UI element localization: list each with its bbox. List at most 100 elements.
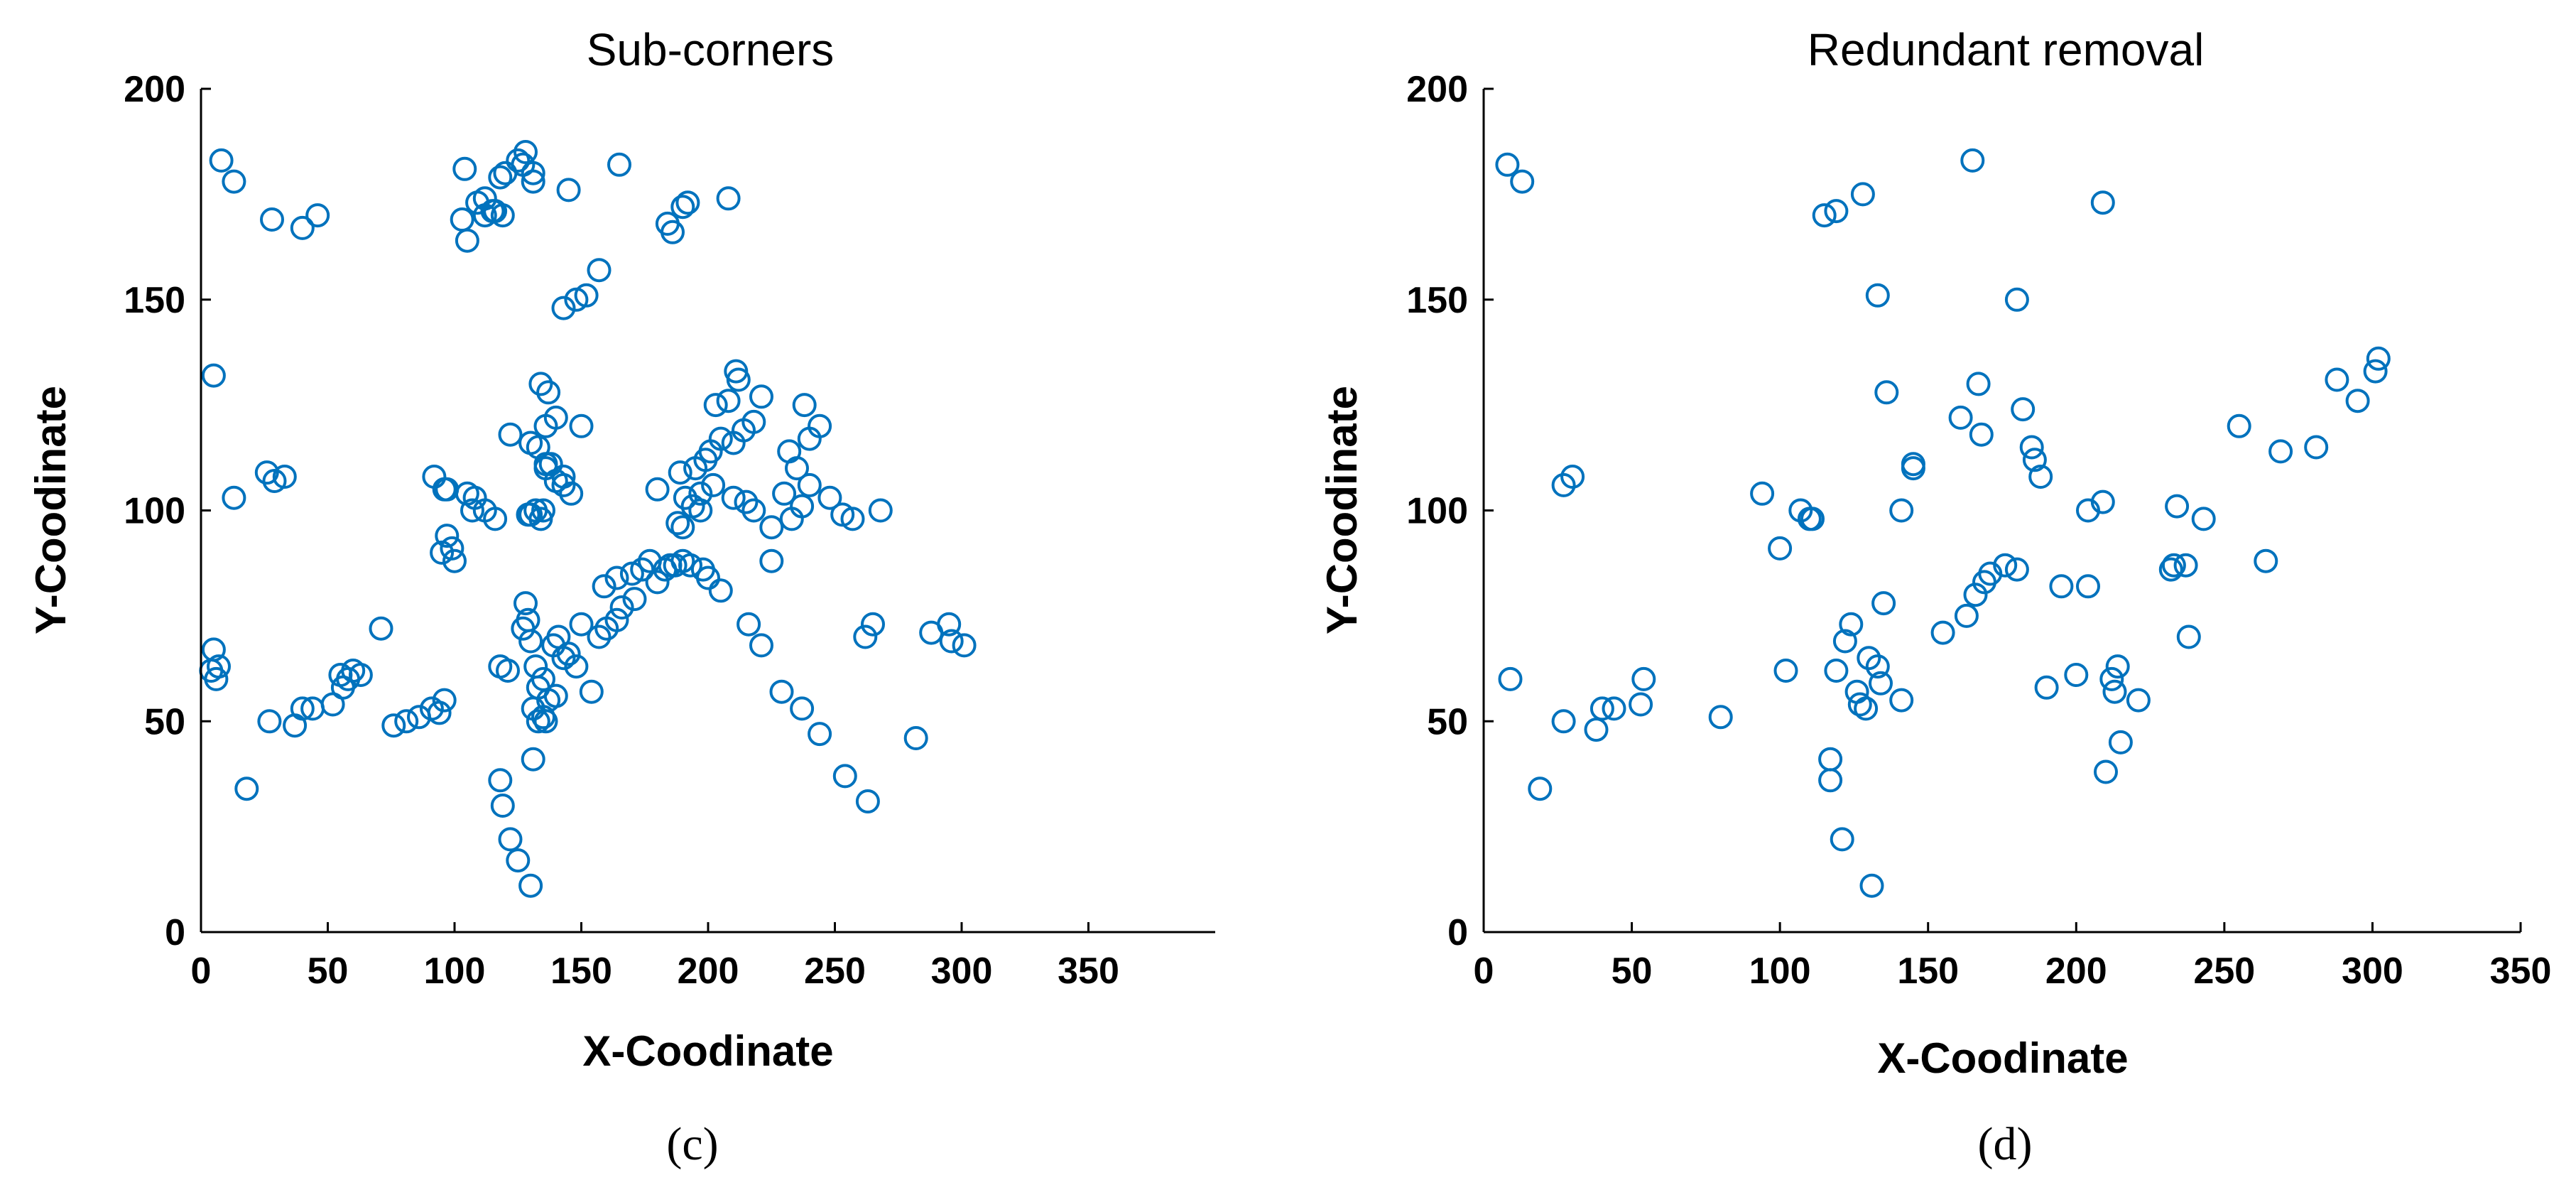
panel-caption: (d)	[1978, 1118, 2033, 1170]
data-point	[2325, 367, 2349, 392]
y-ticks: 0 50 100 150 200	[1406, 69, 1494, 953]
data-point	[460, 498, 484, 523]
x-tick-label: 200	[2045, 951, 2107, 992]
x-tick-label: 300	[2342, 951, 2403, 992]
data-point	[939, 629, 964, 654]
data-point	[513, 591, 538, 616]
data-point	[209, 148, 234, 173]
data-point	[2176, 624, 2201, 649]
data-point	[2126, 688, 2151, 713]
x-tick-label: 50	[1612, 951, 1653, 992]
data-point	[472, 186, 497, 211]
data-point	[708, 426, 733, 451]
data-point	[741, 409, 766, 434]
data-point	[937, 612, 962, 637]
data-point	[533, 452, 558, 477]
data-point	[868, 498, 893, 523]
data-point	[2064, 663, 2089, 687]
data-point	[779, 507, 804, 531]
data-point	[1824, 199, 1849, 224]
data-point	[2158, 557, 2183, 582]
data-point	[369, 616, 393, 641]
data-point	[903, 726, 928, 750]
x-tick-label: 0	[1474, 951, 1494, 992]
data-point	[1495, 152, 1520, 177]
data-point	[708, 578, 733, 603]
data-point	[749, 633, 773, 658]
data-point	[724, 359, 749, 384]
data-point	[490, 794, 515, 818]
data-point	[785, 456, 809, 481]
x-axis-label: X-Coodinate	[582, 1027, 833, 1075]
data-point	[2304, 435, 2329, 460]
data-point	[790, 696, 815, 721]
data-point	[2049, 574, 2074, 599]
data-point	[2345, 389, 2370, 413]
data-point	[1631, 666, 1656, 691]
data-point	[655, 211, 680, 236]
data-point	[1818, 768, 1843, 793]
data-point	[201, 363, 226, 388]
data-point	[2173, 553, 2198, 578]
data-point	[222, 169, 246, 194]
data-point	[488, 654, 513, 679]
data-point	[2004, 287, 2029, 312]
data-point	[1768, 536, 1793, 561]
data-point	[1629, 692, 1653, 717]
data-point	[855, 789, 880, 813]
data-point	[1551, 472, 1576, 497]
data-point	[521, 747, 545, 772]
scatter-panel-sub-corners: Sub-corners 0 50 100 150 200 250 300 350 0 50 100…	[27, 24, 1215, 1170]
data-point	[2366, 346, 2391, 371]
data-point	[551, 296, 576, 320]
data-point	[609, 595, 634, 619]
data-point	[2099, 666, 2124, 691]
y-tick-label: 0	[165, 912, 185, 953]
data-point	[290, 696, 315, 721]
data-point	[1960, 148, 1985, 173]
data-point	[2254, 548, 2278, 573]
data-point	[254, 460, 279, 485]
data-point	[543, 405, 568, 430]
data-point	[506, 148, 531, 173]
data-point	[1954, 603, 1979, 628]
data-point	[604, 566, 629, 590]
data-point	[1871, 591, 1896, 616]
data-point	[759, 515, 784, 540]
x-tick-label: 350	[1058, 951, 1119, 992]
data-point	[518, 873, 543, 898]
data-point	[1889, 498, 1914, 523]
data-point	[422, 465, 447, 489]
data-point	[440, 536, 464, 561]
data-point	[490, 203, 515, 228]
x-tick-label: 350	[2490, 951, 2552, 992]
data-point	[1708, 705, 1733, 730]
data-point	[531, 705, 555, 730]
data-point	[2108, 730, 2133, 754]
data-point	[564, 654, 589, 679]
data-point	[452, 156, 477, 181]
data-point	[2076, 574, 2100, 599]
y-tick-label: 150	[1406, 280, 1468, 321]
x-tick-label: 250	[804, 951, 866, 992]
x-axis-label: X-Coodinate	[1877, 1034, 2128, 1082]
data-point	[559, 481, 584, 506]
data-point	[257, 709, 282, 734]
data-point	[290, 215, 315, 240]
data-point	[1889, 688, 1914, 713]
data-point	[1869, 671, 1893, 696]
data-point	[2034, 675, 2059, 700]
data-point	[1602, 696, 1626, 721]
data-point	[1750, 481, 1775, 506]
data-point	[673, 485, 697, 510]
data-point	[1963, 583, 1988, 607]
data-point	[516, 607, 540, 632]
data-point	[1857, 646, 1881, 671]
data-point	[690, 557, 715, 582]
data-point	[2227, 413, 2251, 438]
data-point	[1812, 203, 1837, 228]
data-point	[442, 548, 467, 573]
data-point	[204, 666, 229, 691]
data-point	[772, 481, 797, 506]
